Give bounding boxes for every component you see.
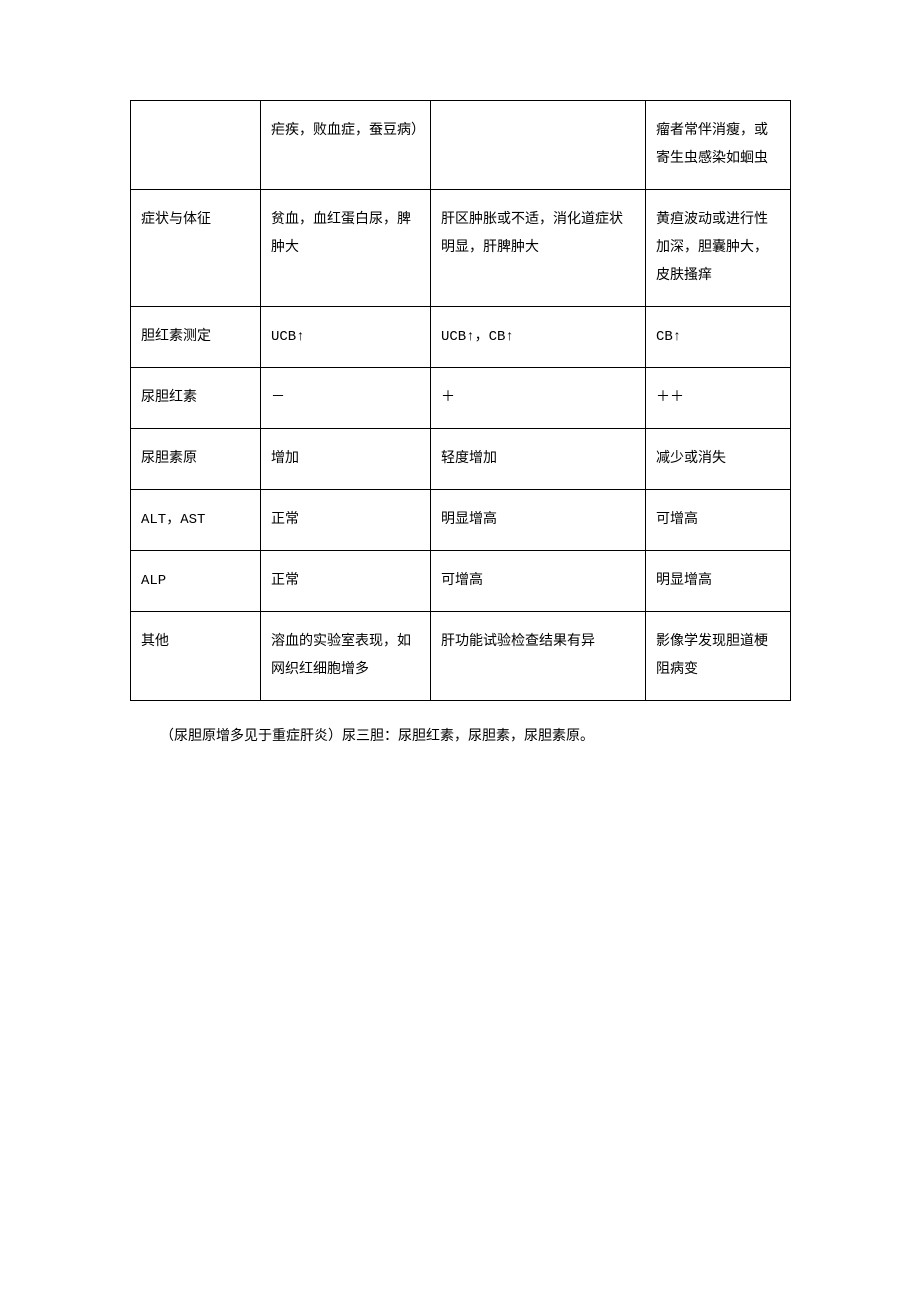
- footnote-text: （尿胆原增多见于重症肝炎）尿三胆：尿胆红素，尿胆素，尿胆素原。: [130, 723, 790, 751]
- cell-row1-col2: 肝区肿胀或不适，消化道症状明显，肝脾肿大: [431, 190, 646, 307]
- cell-row2-col1: UCB↑: [261, 307, 431, 368]
- cell-row0-col2: [431, 101, 646, 190]
- cell-row2-col3: CB↑: [646, 307, 791, 368]
- cell-row0-col3: 瘤者常伴消瘦，或寄生虫感染如蛔虫: [646, 101, 791, 190]
- cell-row2-col2: UCB↑，CB↑: [431, 307, 646, 368]
- cell-row6-col2: 可增高: [431, 551, 646, 612]
- cell-row1-col1: 贫血，血红蛋白尿，脾肿大: [261, 190, 431, 307]
- jaundice-comparison-table: 疟疾，败血症，蚕豆病） 瘤者常伴消瘦，或寄生虫感染如蛔虫 症状与体征 贫血，血红…: [130, 100, 791, 701]
- table-row: 胆红素测定 UCB↑ UCB↑，CB↑ CB↑: [131, 307, 791, 368]
- cell-row5-col0: ALT，AST: [131, 490, 261, 551]
- cell-row2-col0: 胆红素测定: [131, 307, 261, 368]
- table-row: ALP 正常 可增高 明显增高: [131, 551, 791, 612]
- cell-row3-col1: －: [261, 368, 431, 429]
- cell-row5-col2: 明显增高: [431, 490, 646, 551]
- table-row: 疟疾，败血症，蚕豆病） 瘤者常伴消瘦，或寄生虫感染如蛔虫: [131, 101, 791, 190]
- cell-row7-col0: 其他: [131, 612, 261, 701]
- cell-row4-col3: 减少或消失: [646, 429, 791, 490]
- cell-row0-col1: 疟疾，败血症，蚕豆病）: [261, 101, 431, 190]
- cell-row4-col0: 尿胆素原: [131, 429, 261, 490]
- cell-row4-col2: 轻度增加: [431, 429, 646, 490]
- table-row: 尿胆红素 － ＋ ＋＋: [131, 368, 791, 429]
- table-row: ALT，AST 正常 明显增高 可增高: [131, 490, 791, 551]
- cell-row3-col0: 尿胆红素: [131, 368, 261, 429]
- cell-row5-col3: 可增高: [646, 490, 791, 551]
- cell-row5-col1: 正常: [261, 490, 431, 551]
- cell-row6-col0: ALP: [131, 551, 261, 612]
- cell-row7-col3: 影像学发现胆道梗阻病变: [646, 612, 791, 701]
- cell-row7-col2: 肝功能试验检查结果有异: [431, 612, 646, 701]
- cell-row1-col3: 黄疸波动或进行性加深，胆囊肿大，皮肤搔痒: [646, 190, 791, 307]
- cell-row3-col3: ＋＋: [646, 368, 791, 429]
- table-row: 尿胆素原 增加 轻度增加 减少或消失: [131, 429, 791, 490]
- cell-row1-col0: 症状与体征: [131, 190, 261, 307]
- table-row: 其他 溶血的实验室表现，如网织红细胞增多 肝功能试验检查结果有异 影像学发现胆道…: [131, 612, 791, 701]
- cell-row6-col3: 明显增高: [646, 551, 791, 612]
- table-row: 症状与体征 贫血，血红蛋白尿，脾肿大 肝区肿胀或不适，消化道症状明显，肝脾肿大 …: [131, 190, 791, 307]
- cell-row6-col1: 正常: [261, 551, 431, 612]
- cell-row7-col1: 溶血的实验室表现，如网织红细胞增多: [261, 612, 431, 701]
- cell-row3-col2: ＋: [431, 368, 646, 429]
- cell-row4-col1: 增加: [261, 429, 431, 490]
- cell-row0-col0: [131, 101, 261, 190]
